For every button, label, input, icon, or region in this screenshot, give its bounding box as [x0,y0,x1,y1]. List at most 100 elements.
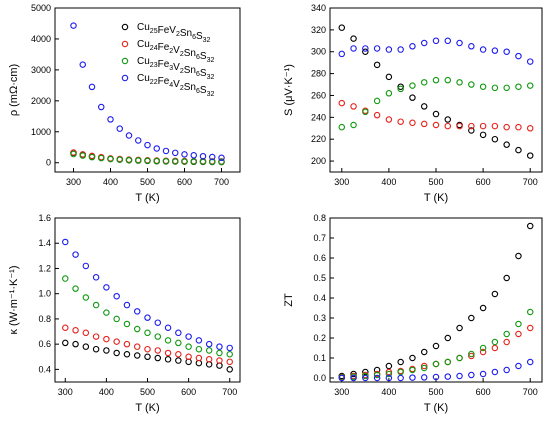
data-point-s3 [133,325,141,333]
data-point-s4 [113,292,120,300]
data-point-s3 [362,108,369,116]
legend-subscript: 2 [169,48,173,55]
data-point-s3 [444,76,452,84]
y-tick-label: 280 [311,69,326,79]
data-point-s3 [503,330,510,338]
data-point-s2 [92,333,100,340]
data-point-s1 [103,347,110,354]
data-point-s1 [362,48,369,55]
legend-marker [121,40,129,48]
data-point-s4 [88,83,96,91]
y-tick-label: 3000 [31,65,51,75]
data-point-s3 [397,368,404,376]
legend-text: Fe [158,76,170,87]
data-point-s1 [515,252,522,260]
data-point-s4 [468,43,475,50]
panel-bottom-right: 300 400 500 600 700 0.0 0.1 0.2 0.3 0.4 0.5 0.6 0.7 0… [283,213,543,414]
data-point-s4 [123,301,131,309]
data-point-s1 [444,334,452,342]
data-point-s4 [373,374,381,382]
data-point-s4 [79,61,87,68]
y-tick-label: 260 [311,90,326,100]
legend-subscript: 6 [196,71,200,78]
legend-subscript: 2 [176,31,180,38]
x-tick-label: 400 [381,387,396,397]
legend-subscript: 6 [196,54,200,61]
data-point-s1 [362,368,369,376]
data-point-s4 [181,151,188,158]
x-tick-label: 700 [222,387,237,397]
data-point-s4 [397,374,404,382]
data-point-s2 [144,345,151,353]
data-point-s3 [397,85,404,93]
data-point-s2 [420,362,428,370]
data-point-s4 [409,374,416,381]
data-point-s4 [185,333,192,340]
data-point-s3 [144,157,151,164]
x-tick-label: 300 [58,387,73,397]
plot-frame [54,217,241,383]
data-point-s4 [144,314,151,321]
data-point-s4 [205,340,213,348]
data-point-s4 [515,52,522,60]
data-point-s2 [226,358,233,366]
data-point-s1 [503,141,510,148]
legend-text: S [200,51,207,62]
data-point-s2 [103,335,110,343]
data-point-s2 [515,330,522,338]
data-point-s4 [116,125,124,132]
y-axis-label: ZT [283,293,295,307]
data-point-s2 [503,338,510,346]
data-point-s3 [362,372,369,380]
data-point-s2 [62,324,69,332]
legend-text: S [196,31,203,42]
data-point-s1 [409,354,416,362]
data-point-s3 [185,343,192,350]
data-point-s4 [385,374,393,382]
data-point-s4 [491,368,499,376]
x-axis-label: T (K) [135,192,159,204]
data-point-s4 [226,344,233,352]
data-point-s1 [479,304,487,312]
legend-marker [121,57,129,65]
data-point-s3 [491,84,499,92]
legend-text: Fe [158,59,170,70]
data-point-s3 [164,337,172,344]
y-tick-label: 5000 [31,3,51,13]
data-point-s1 [72,340,79,348]
data-point-s3 [72,285,79,292]
data-point-s4 [432,373,440,381]
data-point-s1 [133,352,141,359]
x-tick-label: 600 [181,387,196,397]
y-tick-label: 1.2 [38,263,51,273]
data-point-s3 [420,79,428,86]
data-point-s4 [195,337,203,344]
data-point-s3 [479,83,487,90]
y-tick-label: 1.0 [38,289,51,299]
legend-subscript: 2 [180,85,184,92]
x-axis-label: T (K) [135,402,159,414]
data-point-s4 [144,141,151,149]
legend-text: FeV [158,25,177,36]
legend-subscript: 4 [169,82,173,89]
data-point-s3 [195,345,203,353]
data-point-s3 [107,155,114,163]
data-point-s3 [125,156,133,164]
y-tick-label: 2000 [31,96,51,106]
legend-subscript: 25 [150,28,158,35]
data-point-s4 [338,374,346,382]
legend-text: S [200,68,207,79]
data-point-s2 [491,122,499,130]
x-tick-label: 500 [428,177,443,187]
data-point-s2 [72,327,79,334]
data-point-s3 [338,123,346,131]
data-point-s4 [362,374,369,382]
y-tick-label: 0.8 [313,213,326,223]
data-point-s2 [205,356,213,363]
data-point-s4 [444,37,452,45]
data-point-s4 [216,343,223,350]
legend-text: Cu [137,39,150,50]
legend-text: S [200,85,207,96]
data-point-s3 [154,333,162,340]
legend-label: Cu22Fe4V2Sn6S32 [137,73,214,98]
